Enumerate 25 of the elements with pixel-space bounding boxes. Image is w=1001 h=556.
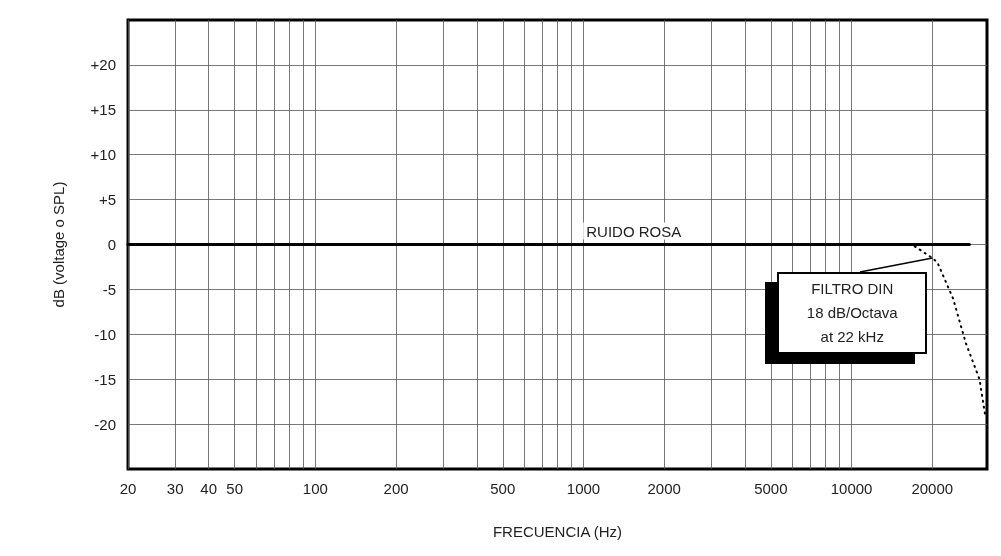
- x-tick-label: 30: [166, 480, 184, 497]
- x-tick-label: 100: [302, 480, 328, 497]
- y-tick-label: +20: [90, 56, 116, 74]
- x-axis-title: FRECUENCIA (Hz): [492, 523, 623, 540]
- x-tick-label: 2000: [647, 480, 681, 497]
- y-tick-label: -10: [94, 325, 116, 343]
- x-tick-label: 1000: [566, 480, 601, 497]
- x-tick-label: 200: [383, 480, 409, 497]
- annotation: FILTRO DIN 18 dB/Octava at 22 kHz: [777, 271, 928, 354]
- y-tick-label: +15: [90, 101, 116, 119]
- y-tick-label: +10: [90, 146, 116, 164]
- x-tick-label: 40: [200, 480, 218, 497]
- x-tick-label: 10000: [830, 480, 873, 497]
- series-label: RUIDO ROSA: [586, 222, 682, 240]
- x-tick-label: 20000: [911, 480, 954, 497]
- y-tick-label: -20: [94, 415, 116, 433]
- y-tick-label: 0: [107, 236, 116, 253]
- y-tick-label: -5: [102, 280, 116, 298]
- x-tick-label: 50: [226, 480, 244, 497]
- x-tick-label: 500: [490, 480, 516, 497]
- x-tick-label: 20: [119, 480, 137, 497]
- y-axis-title: dB (voltage o SPL): [50, 181, 67, 308]
- y-tick-label: -15: [94, 370, 116, 388]
- x-tick-label: 5000: [754, 480, 788, 497]
- y-tick-label: +5: [98, 191, 116, 209]
